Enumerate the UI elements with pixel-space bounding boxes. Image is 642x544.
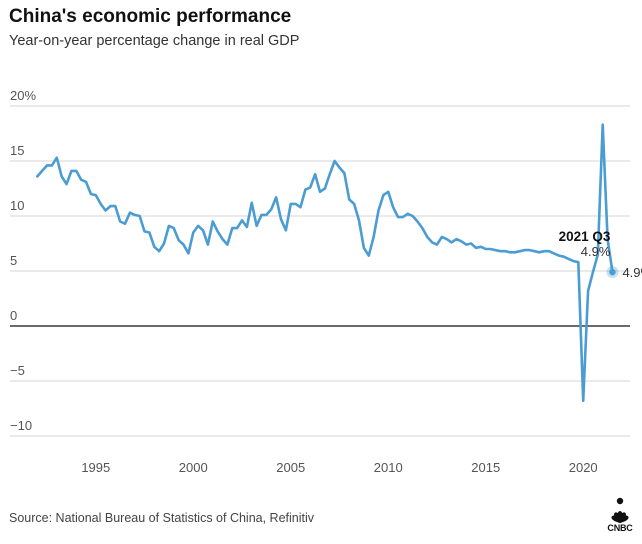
logo-text: CNBC <box>607 523 633 533</box>
chart-subtitle: Year-on-year percentage change in real G… <box>9 33 300 49</box>
gdp-series-line <box>36 123 614 403</box>
annotation-value: 4.9% <box>581 244 611 259</box>
cnbc-logo: CNBC <box>600 493 640 539</box>
x-tick-label: 2000 <box>179 460 208 475</box>
x-tick-label: 2015 <box>471 460 500 475</box>
source-note: Source: National Bureau of Statistics of… <box>9 511 315 525</box>
y-tick-label: 10 <box>10 198 24 213</box>
annotation-title: 2021 Q3 <box>559 229 611 244</box>
peacock-icon <box>611 497 629 523</box>
y-tick-label: −5 <box>10 363 25 378</box>
x-tick-label: 1995 <box>81 460 110 475</box>
y-tick-label: 0 <box>10 308 17 323</box>
chart-title: China's economic performance <box>9 6 292 27</box>
annotation-end-label: 4.9% <box>622 265 642 280</box>
x-tick-label: 2020 <box>569 460 598 475</box>
y-tick-label: 20% <box>10 88 36 103</box>
x-tick-label: 2010 <box>374 460 403 475</box>
y-tick-label: 15 <box>10 143 24 158</box>
y-tick-label: −10 <box>10 418 32 433</box>
y-tick-label: 5 <box>10 253 17 268</box>
gdp-line-chart: 20% 15 10 5 0 −5 −10 1995 2000 2005 2010 2015 2020 20… <box>10 88 642 475</box>
x-tick-label: 2005 <box>276 460 305 475</box>
annotation-marker <box>609 268 616 276</box>
